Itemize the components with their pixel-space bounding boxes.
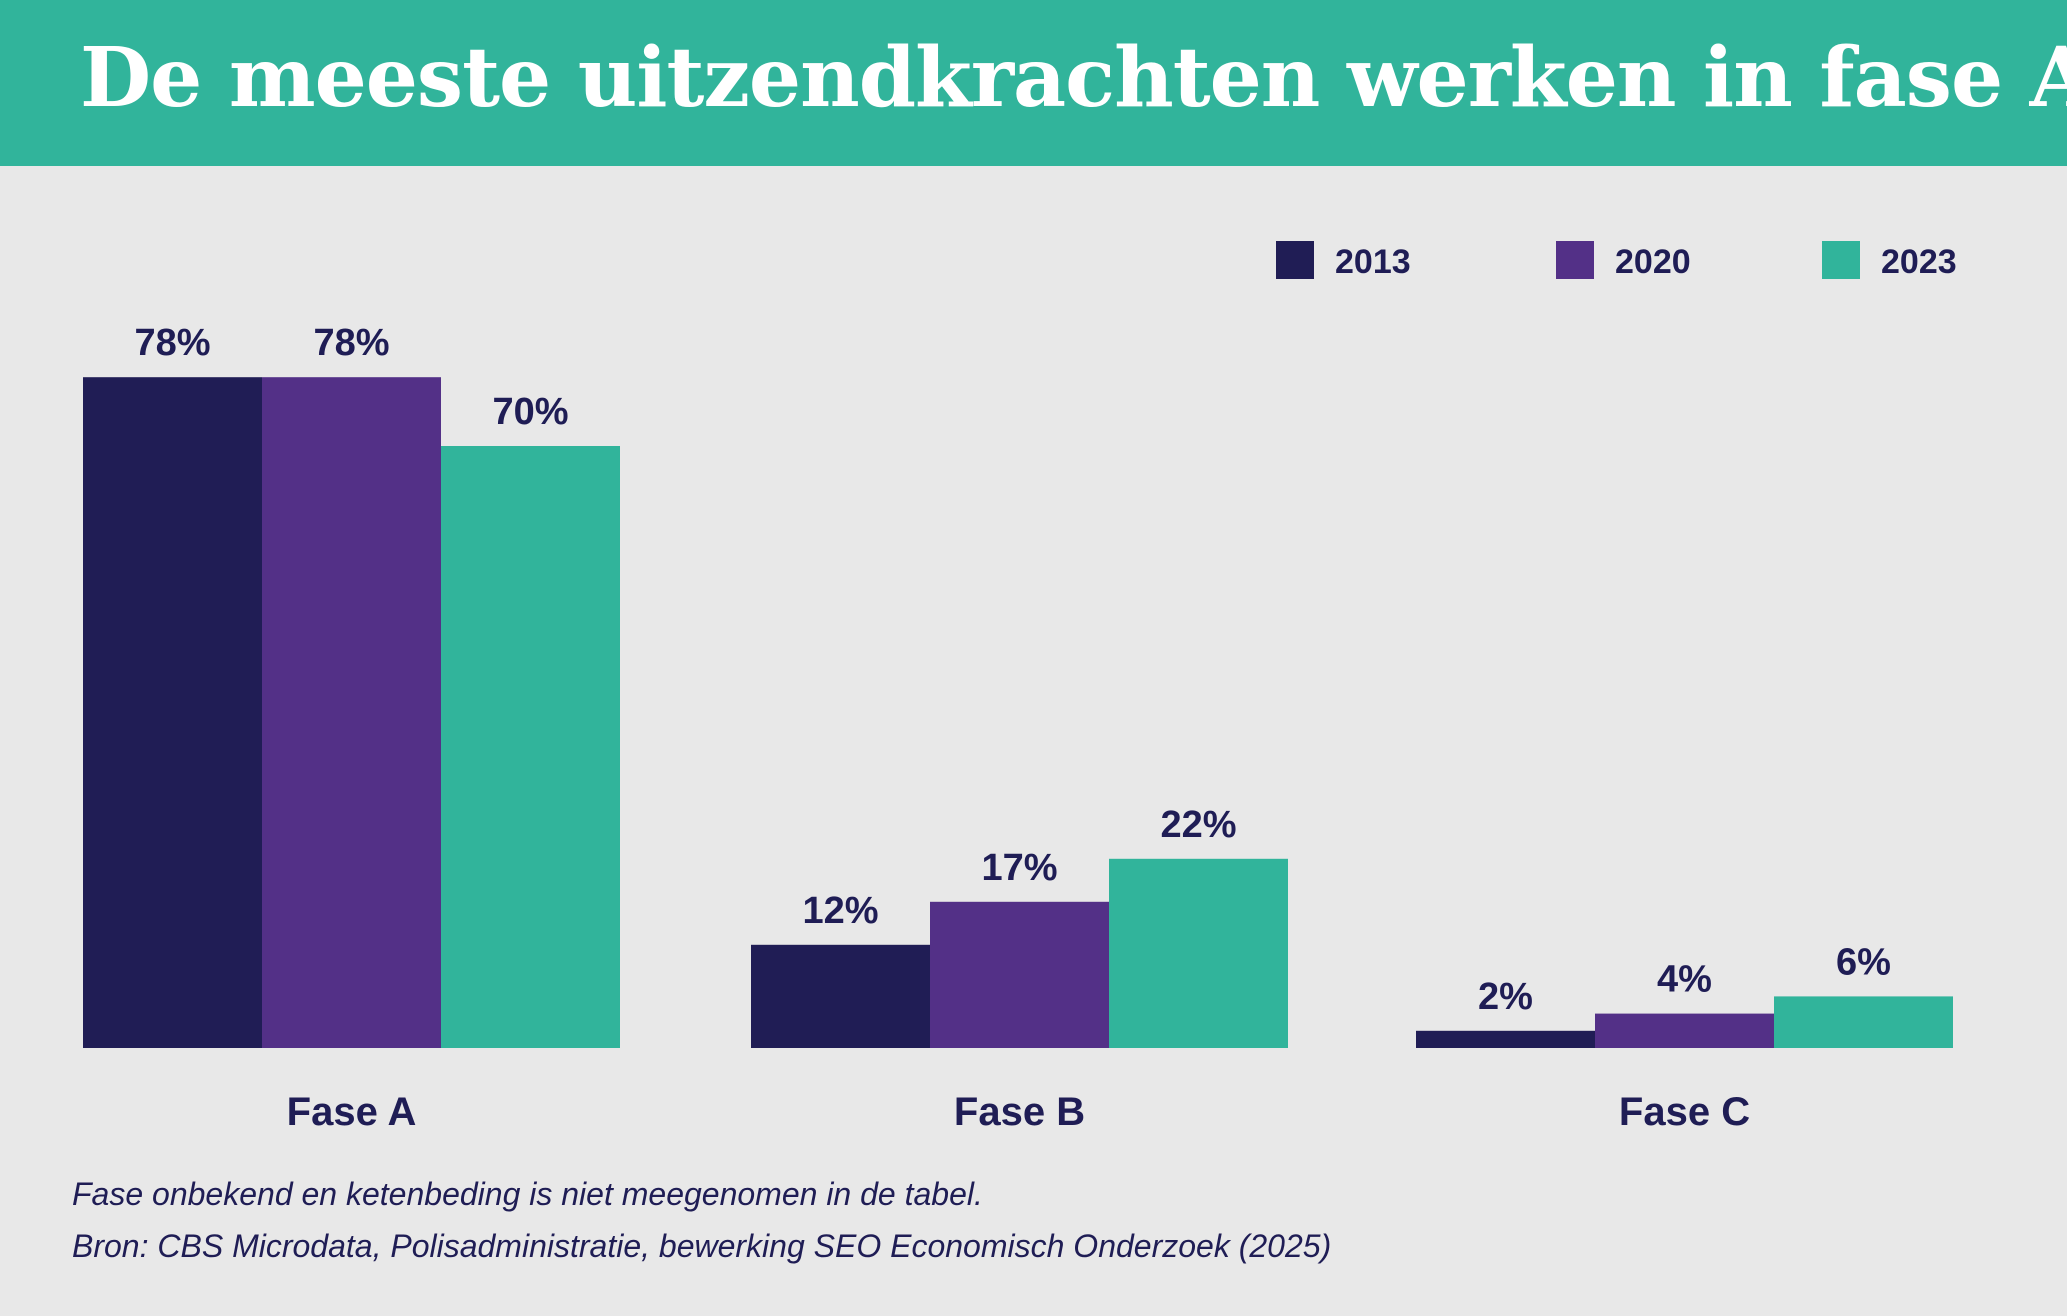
footnote-exclusion: Fase onbekend en ketenbeding is niet mee… [72,1176,983,1212]
legend-label-2023: 2023 [1881,243,1957,281]
data-label: 78% [313,322,389,364]
bar-fase-a-2020 [262,377,441,1048]
footnote-source: Bron: CBS Microdata, Polisadministratie,… [72,1228,1332,1264]
bar-fase-c-2020 [1595,1013,1774,1048]
data-label: 2% [1478,976,1533,1018]
data-label: 6% [1836,941,1891,983]
bar-fase-c-2013 [1416,1030,1595,1048]
legend-label-2020: 2020 [1615,243,1691,281]
data-label: 70% [492,391,568,433]
legend-swatch-2023 [1822,241,1860,279]
footnotes: Fase onbekend en ketenbeding is niet mee… [72,1168,1331,1272]
x-tick-label: Fase C [1619,1090,1750,1134]
bar-fase-a-2013 [83,377,262,1048]
title-banner: De meeste uitzendkrachten werken in fase… [0,0,2067,166]
data-label: 22% [1160,804,1236,846]
bar-fase-b-2020 [930,901,1109,1048]
bar-fase-b-2013 [751,944,930,1048]
legend-swatch-2013 [1276,241,1314,279]
bar-fase-c-2023 [1774,996,1953,1048]
legend-swatch-2020 [1556,241,1594,279]
data-label: 78% [134,322,210,364]
x-tick-label: Fase B [954,1090,1085,1134]
legend-label-2013: 2013 [1335,243,1411,281]
data-label: 17% [981,847,1057,889]
bar-fase-a-2023 [441,446,620,1048]
data-label: 4% [1657,959,1712,1001]
chart-title: De meeste uitzendkrachten werken in fase… [80,30,2067,126]
bar-fase-b-2023 [1109,858,1288,1048]
data-label: 12% [802,890,878,932]
x-tick-label: Fase A [287,1090,417,1134]
